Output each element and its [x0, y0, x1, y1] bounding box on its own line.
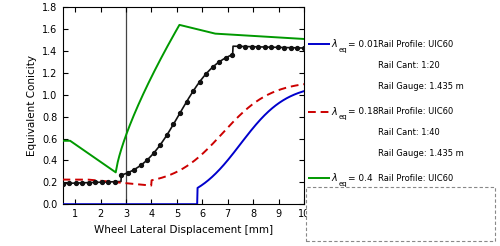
Text: λ: λ — [332, 173, 337, 183]
X-axis label: Wheel Lateral Displacement [mm]: Wheel Lateral Displacement [mm] — [94, 225, 273, 235]
Text: = 0.4: = 0.4 — [348, 174, 372, 183]
Text: Rail Cant: 1:30: Rail Cant: 1:30 — [378, 195, 440, 204]
Text: Rail Profile: UIC60: Rail Profile: UIC60 — [378, 40, 453, 49]
Text: Rail Profile: UIC60: Rail Profile: UIC60 — [378, 174, 453, 183]
Y-axis label: Equivalent Conicity: Equivalent Conicity — [26, 55, 36, 156]
Text: eq: eq — [338, 114, 347, 120]
Text: = 0.3: = 0.3 — [348, 208, 372, 217]
Text: Rail Profile: UIC60: Rail Profile: UIC60 — [378, 108, 453, 116]
Text: Rail Cant: 1:40: Rail Cant: 1:40 — [378, 128, 440, 137]
Text: = 0.01: = 0.01 — [348, 40, 378, 49]
Text: λ: λ — [332, 107, 337, 117]
Text: eq: eq — [338, 215, 347, 221]
Text: Rail Gauge: 1.435 m: Rail Gauge: 1.435 m — [378, 149, 463, 158]
Text: Rail Gauge: 1.435 m: Rail Gauge: 1.435 m — [378, 82, 463, 91]
Text: λ: λ — [332, 39, 337, 49]
Text: eq: eq — [338, 181, 347, 187]
Text: Rail Cant: 1:20: Rail Cant: 1:20 — [378, 61, 440, 70]
Text: Rail Gauge: 1.430 m: Rail Gauge: 1.430 m — [378, 216, 463, 225]
Text: Rail Cant: 1:40: Rail Cant: 1:40 — [378, 229, 440, 238]
Text: = 0.18: = 0.18 — [348, 108, 378, 116]
Text: Rail Profile: 54E1: Rail Profile: 54E1 — [378, 208, 448, 217]
Text: λ: λ — [332, 208, 337, 218]
Text: eq: eq — [338, 47, 347, 53]
